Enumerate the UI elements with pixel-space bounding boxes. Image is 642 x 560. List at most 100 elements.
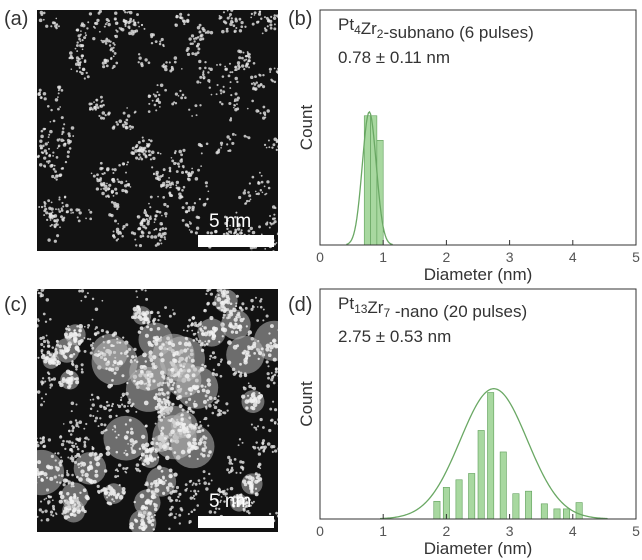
- atom-dot: [160, 469, 164, 473]
- atom-dot: [248, 194, 252, 198]
- atom-dot: [204, 66, 207, 70]
- atom-dot: [55, 208, 57, 211]
- atom-dot: [230, 330, 235, 334]
- atom-dot: [83, 444, 87, 448]
- atom-dot: [238, 494, 243, 499]
- atom-dot: [112, 491, 117, 496]
- atom-dot: [95, 187, 100, 191]
- atom-dot: [100, 167, 103, 170]
- atom-dot: [130, 443, 133, 446]
- atom-dot: [123, 451, 126, 455]
- atom-dot: [52, 119, 56, 123]
- atom-dot: [269, 419, 272, 422]
- atom-dot: [176, 162, 180, 166]
- atom-dot: [42, 18, 45, 21]
- atom-dot: [176, 384, 181, 389]
- atom-dot: [250, 489, 254, 493]
- atom-dot: [52, 154, 54, 157]
- atom-dot: [39, 441, 43, 445]
- atom-dot: [99, 116, 104, 120]
- atom-dot: [43, 200, 46, 204]
- atom-dot: [112, 172, 115, 175]
- atom-dot: [55, 512, 57, 514]
- atom-dot: [153, 507, 158, 512]
- atom-dot: [106, 39, 111, 43]
- atom-dot: [191, 52, 195, 56]
- atom-dot: [190, 427, 193, 430]
- atom-dot: [167, 482, 173, 488]
- atom-dot: [150, 485, 153, 489]
- atom-dot: [129, 17, 133, 21]
- atom-dot: [266, 442, 271, 446]
- atom-dot: [45, 497, 48, 500]
- atom-dot: [55, 174, 59, 178]
- atom-dot: [77, 219, 81, 223]
- atom-dot: [117, 493, 120, 497]
- atom-dot: [222, 90, 226, 94]
- atom-dot: [37, 155, 40, 159]
- atom-dot: [167, 402, 170, 405]
- atom-dot: [102, 489, 105, 492]
- atom-dot: [124, 122, 128, 126]
- atom-dot: [130, 448, 134, 451]
- atom-dot: [47, 495, 50, 498]
- atom-dot: [60, 138, 64, 143]
- atom-dot: [184, 223, 189, 227]
- atom-dot: [64, 447, 67, 451]
- atom-dot: [150, 458, 155, 463]
- atom-dot: [143, 210, 147, 215]
- atom-dot: [257, 181, 261, 185]
- atom-dot: [130, 32, 135, 36]
- atom-dot: [147, 340, 152, 345]
- atom-dot: [240, 25, 244, 29]
- atom-dot: [156, 326, 161, 331]
- atom-dot: [67, 141, 71, 145]
- atom-dot: [154, 94, 158, 98]
- atom-dot: [172, 381, 176, 385]
- atom-dot: [46, 104, 50, 108]
- atom-dot: [57, 208, 60, 211]
- atom-dot: [118, 163, 121, 167]
- atom-dot: [152, 321, 155, 324]
- atom-dot: [107, 22, 111, 27]
- atom-dot: [69, 331, 74, 336]
- atom-dot: [184, 400, 188, 404]
- atom-dot: [78, 289, 82, 293]
- atom-dot: [107, 494, 111, 497]
- atom-dot: [134, 238, 137, 241]
- atom-dot: [162, 184, 166, 187]
- atom-dot: [219, 301, 224, 305]
- atom-dot: [66, 469, 69, 472]
- atom-dot: [131, 146, 135, 150]
- histogram-bar: [499, 451, 507, 520]
- atom-dot: [83, 325, 86, 328]
- atom-dot: [196, 26, 201, 30]
- atom-dot: [239, 460, 243, 464]
- atom-dot: [203, 343, 206, 347]
- atom-dot: [118, 27, 121, 29]
- atom-dot: [146, 488, 151, 493]
- atom-dot: [84, 32, 87, 34]
- atom-dot: [128, 31, 132, 36]
- atom-dot: [76, 325, 79, 328]
- atom-dot: [107, 360, 110, 363]
- atom-dot: [258, 225, 261, 229]
- atom-dot: [175, 184, 178, 187]
- atom-dot: [62, 483, 66, 487]
- atom-dot: [96, 489, 101, 494]
- atom-dot: [160, 413, 164, 417]
- atom-dot: [76, 445, 79, 448]
- atom-dot: [145, 387, 148, 390]
- atom-dot: [55, 17, 58, 20]
- atom-dot: [181, 170, 185, 175]
- atom-dot: [268, 428, 272, 433]
- atom-dot: [234, 92, 238, 96]
- atom-dot: [103, 429, 106, 433]
- atom-dot: [48, 379, 51, 382]
- atom-dot: [50, 454, 54, 459]
- atom-dot: [231, 141, 235, 145]
- atom-dot: [205, 292, 208, 296]
- atom-dot: [89, 338, 92, 341]
- atom-dot: [114, 34, 117, 37]
- atom-dot: [94, 469, 98, 474]
